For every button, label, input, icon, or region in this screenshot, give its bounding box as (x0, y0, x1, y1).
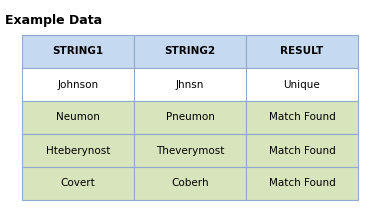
Bar (134, 35, 246, 68)
Text: Match Found: Match Found (269, 178, 335, 188)
Text: STRING2: STRING2 (164, 47, 216, 57)
Bar (134, 68, 246, 101)
Bar (134, 167, 246, 200)
Text: Unique: Unique (283, 79, 321, 89)
Text: RESULT: RESULT (280, 47, 324, 57)
Text: Johnson: Johnson (58, 79, 99, 89)
Bar (246, 101, 358, 134)
Bar (22, 35, 134, 68)
Bar (246, 68, 358, 101)
Bar (22, 101, 134, 134)
Bar (22, 134, 134, 167)
Bar (134, 134, 246, 167)
Text: Match Found: Match Found (269, 113, 335, 123)
Bar (22, 167, 134, 200)
Text: Neumon: Neumon (56, 113, 100, 123)
Bar (246, 134, 358, 167)
Text: Theverymost: Theverymost (156, 146, 224, 156)
Bar (22, 68, 134, 101)
Text: Example Data: Example Data (5, 14, 102, 27)
Text: STRING1: STRING1 (52, 47, 104, 57)
Text: Match Found: Match Found (269, 146, 335, 156)
Text: Hteberynost: Hteberynost (46, 146, 110, 156)
Text: Pneumon: Pneumon (165, 113, 214, 123)
Bar (134, 101, 246, 134)
Text: Coberh: Coberh (171, 178, 209, 188)
Text: Covert: Covert (60, 178, 95, 188)
Bar (246, 35, 358, 68)
Text: Jhnsn: Jhnsn (176, 79, 204, 89)
Bar (246, 167, 358, 200)
